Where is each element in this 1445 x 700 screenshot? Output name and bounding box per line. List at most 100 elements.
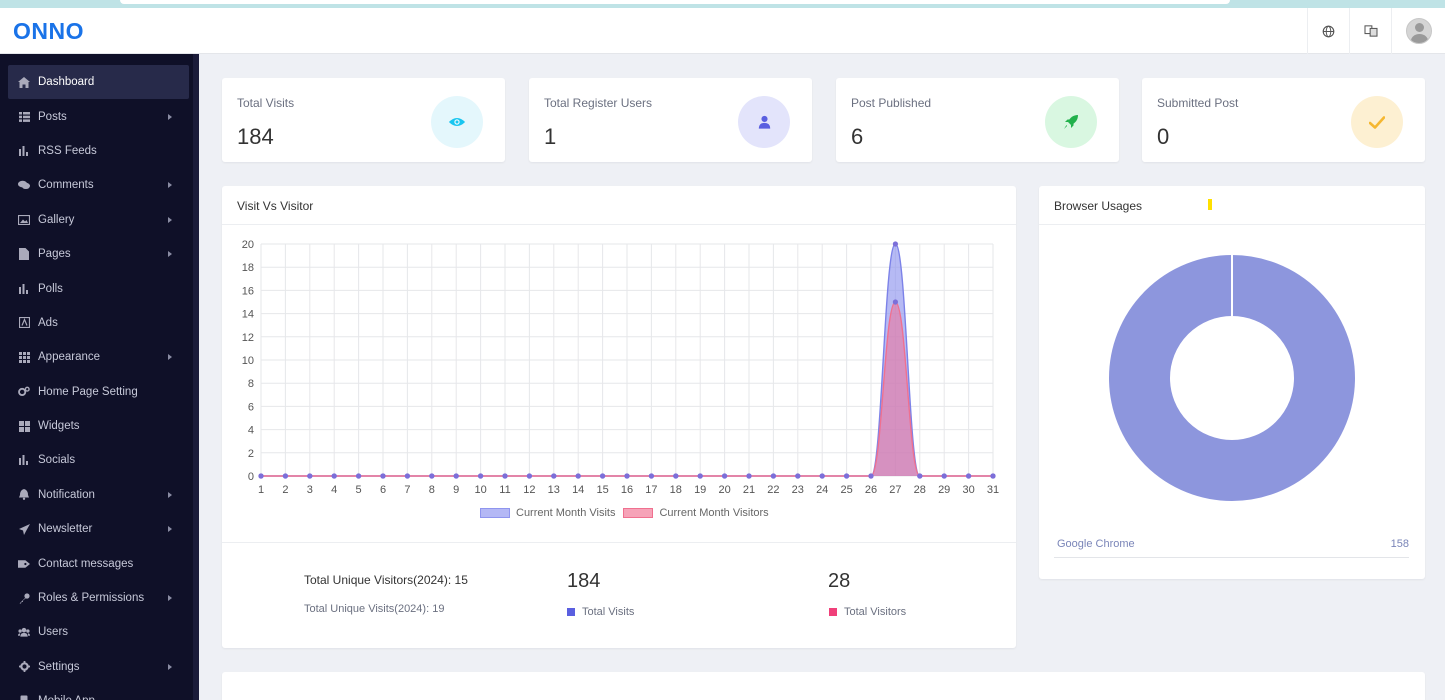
language-button[interactable]: [1349, 8, 1391, 54]
sidebar-item-label: Roles & Permissions: [38, 592, 145, 605]
bar-chart-icon: [18, 283, 30, 295]
sidebar-item-widgets[interactable]: Widgets: [0, 409, 199, 443]
x-tick-label: 6: [380, 484, 386, 496]
data-point: [819, 473, 825, 479]
series-visitors-line: [260, 301, 993, 477]
sidebar-item-newsletter[interactable]: Newsletter: [0, 512, 199, 546]
sidebar-item-label: Mobile App: [38, 695, 95, 700]
x-tick-label: 14: [572, 484, 584, 496]
stat-title: Total Register Users: [544, 96, 653, 110]
sidebar-item-users[interactable]: Users: [0, 615, 199, 649]
x-tick-label: 7: [404, 484, 410, 496]
x-tick-label: 4: [331, 484, 337, 496]
stat-value: 1: [544, 124, 557, 149]
x-tick-label: 17: [645, 484, 657, 496]
browser-chrome-strip: [0, 0, 1445, 8]
data-point: [380, 473, 386, 479]
sidebar-item-label: RSS Feeds: [38, 144, 97, 157]
sidebar-item-home-page-setting[interactable]: Home Page Setting: [0, 375, 199, 409]
total-visits-value: 184: [567, 570, 601, 592]
sidebar-item-gallery[interactable]: Gallery: [0, 203, 199, 237]
sidebar-item-rss-feeds[interactable]: RSS Feeds: [0, 134, 199, 168]
donut-slice[interactable]: [1109, 255, 1355, 501]
sidebar-item-label: Notification: [38, 488, 95, 501]
app-logo[interactable]: ONNO: [13, 18, 84, 44]
stat-value: 0: [1157, 124, 1170, 149]
bell-icon: [18, 489, 30, 501]
data-point: [258, 473, 264, 479]
ad-icon: [18, 317, 30, 329]
sidebar: Dashboard Posts RSS Feeds Comments Gallery Pa…: [0, 54, 199, 700]
stat-title: Submitted Post: [1157, 96, 1239, 110]
x-tick-label: 9: [453, 484, 459, 496]
sidebar-item-posts[interactable]: Posts: [0, 99, 199, 133]
sidebar-item-notification[interactable]: Notification: [0, 478, 199, 512]
chart-legend: Current Month Visits Current Month Visit…: [480, 507, 769, 519]
y-tick-label: 0: [248, 471, 254, 483]
sidebar-item-mobile-app[interactable]: Mobile App: [0, 684, 199, 700]
data-point: [941, 473, 947, 479]
sidebar-item-label: Ads: [38, 316, 58, 329]
sidebar-item-settings[interactable]: Settings: [0, 650, 199, 684]
data-point: [575, 473, 581, 479]
sidebar-item-ads[interactable]: Ads: [0, 306, 199, 340]
sidebar-item-contact-messages[interactable]: Contact messages: [0, 546, 199, 580]
widgets-icon: [18, 420, 30, 432]
legend-label-visits[interactable]: Current Month Visits: [516, 507, 616, 519]
total-visitors-legend: Total Visitors: [829, 606, 906, 618]
y-tick-label: 2: [248, 448, 254, 460]
stat-value: 6: [851, 124, 864, 149]
sidebar-item-appearance[interactable]: Appearance: [0, 340, 199, 374]
sidebar-item-polls[interactable]: Polls: [0, 271, 199, 305]
browser-name: Google Chrome: [1057, 538, 1135, 550]
sidebar-item-pages[interactable]: Pages: [0, 237, 199, 271]
image-icon: [18, 214, 30, 226]
stat-title: Post Published: [851, 96, 932, 110]
stat-card-total-visits: Total Visits 184: [222, 78, 505, 162]
data-point: [600, 473, 606, 479]
browser-usage-title: Browser Usages: [1039, 186, 1425, 225]
x-tick-label: 2: [282, 484, 288, 496]
sidebar-item-comments[interactable]: Comments: [0, 168, 199, 202]
sidebar-item-roles-permissions[interactable]: Roles & Permissions: [0, 581, 199, 615]
list-icon: [18, 111, 30, 123]
bar-chart-icon: [18, 454, 30, 466]
x-tick-label: 26: [865, 484, 877, 496]
x-tick-label: 13: [548, 484, 560, 496]
legend-label-visitors[interactable]: Current Month Visitors: [659, 507, 769, 519]
x-tick-label: 29: [938, 484, 950, 496]
stat-title: Total Visits: [237, 96, 295, 110]
chevron-right-icon: [168, 251, 172, 258]
data-point: [282, 473, 288, 479]
chevron-right-icon: [168, 595, 172, 602]
unique-visits-text: Total Unique Visits(2024): 19: [304, 603, 444, 615]
visitors-square: [829, 608, 837, 616]
user-menu-button[interactable]: [1391, 8, 1445, 54]
data-point: [356, 473, 362, 479]
data-point: [917, 473, 923, 479]
eye-icon: [448, 117, 466, 127]
avatar: [1405, 18, 1432, 44]
data-point: [795, 473, 801, 479]
y-tick-label: 4: [248, 425, 254, 437]
sidebar-item-label: Gallery: [38, 213, 75, 226]
donut-legend-marker[interactable]: [1208, 199, 1212, 210]
visit-chart-card: Visit Vs Visitor 0 2 4 6 8 10 12 14 16 18 20 1 2 3 4 5 6…: [222, 186, 1016, 648]
x-tick-label: 22: [767, 484, 779, 496]
address-bar: [120, 0, 1230, 4]
tag-icon: [18, 558, 30, 570]
globe-button[interactable]: [1307, 8, 1349, 54]
bar-chart-icon: [18, 145, 30, 157]
chevron-right-icon: [168, 216, 172, 223]
file-icon: [18, 248, 30, 261]
x-tick-label: 27: [889, 484, 901, 496]
sidebar-item-socials[interactable]: Socials: [0, 443, 199, 477]
data-point: [648, 473, 654, 479]
globe-icon: [1322, 25, 1335, 37]
sidebar-item-dashboard[interactable]: Dashboard: [8, 65, 189, 100]
sidebar-item-label: Settings: [38, 660, 80, 673]
home-icon: [18, 76, 30, 88]
browser-count: 158: [1390, 538, 1409, 550]
data-point: [844, 473, 850, 479]
